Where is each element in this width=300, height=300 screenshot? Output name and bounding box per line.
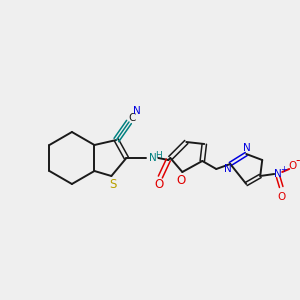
Text: S: S bbox=[110, 178, 117, 191]
Text: N: N bbox=[243, 143, 251, 153]
Text: -: - bbox=[295, 154, 299, 167]
Text: N: N bbox=[133, 106, 140, 116]
Text: N: N bbox=[149, 153, 157, 163]
Text: O: O bbox=[288, 161, 296, 171]
Text: N: N bbox=[224, 164, 232, 174]
Text: C: C bbox=[128, 113, 136, 123]
Text: O: O bbox=[155, 178, 164, 191]
Text: H: H bbox=[155, 152, 162, 160]
Text: N: N bbox=[274, 169, 282, 179]
Text: +: + bbox=[280, 164, 286, 173]
Text: O: O bbox=[277, 192, 285, 202]
Text: O: O bbox=[177, 173, 186, 187]
